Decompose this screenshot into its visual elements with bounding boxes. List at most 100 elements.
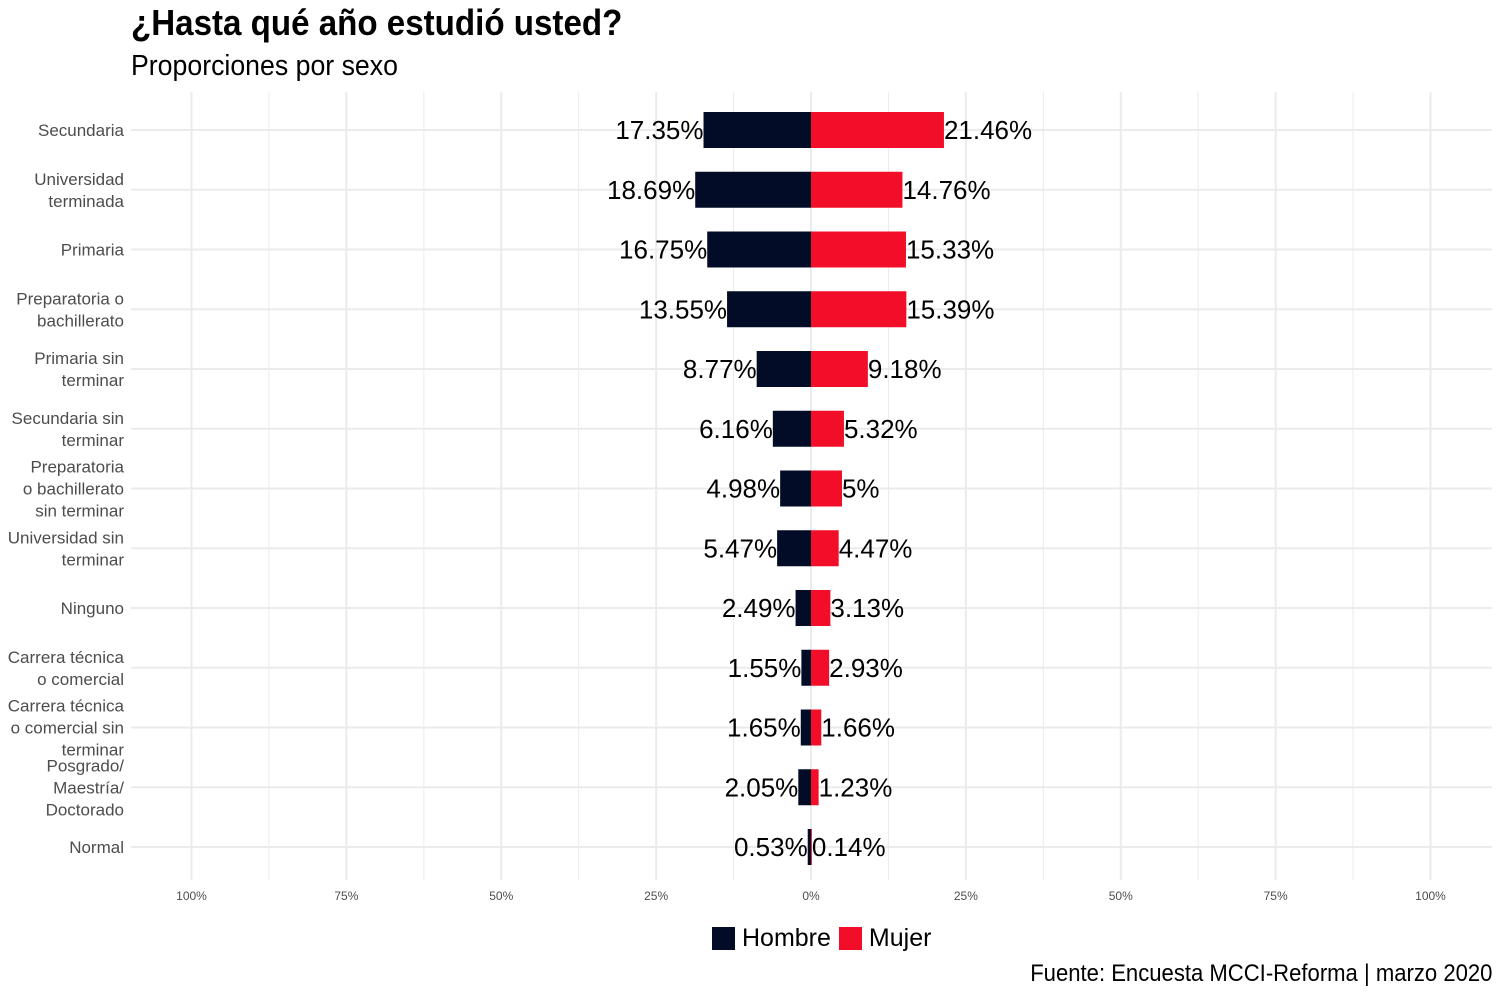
value-label-mujer: 3.13% (830, 593, 904, 623)
category-label-line: Posgrado/ (47, 756, 125, 775)
value-label-mujer: 5.32% (844, 414, 918, 444)
value-label-mujer: 0.14% (812, 832, 886, 862)
bar-hombre (800, 709, 811, 746)
value-label-mujer: 15.33% (906, 235, 994, 265)
value-label-mujer: 1.66% (821, 713, 895, 743)
category-label-line: Ninguno (61, 599, 124, 618)
bar-mujer (811, 709, 822, 746)
category-label-line: terminar (62, 371, 125, 390)
value-label-hombre: 4.98% (706, 474, 780, 504)
value-label-hombre: 6.16% (699, 414, 773, 444)
category-label-line: Preparatoria (30, 458, 124, 477)
value-label-mujer: 5% (842, 474, 880, 504)
value-label-hombre: 18.69% (607, 175, 695, 205)
value-label-hombre: 0.53% (734, 832, 808, 862)
category-label-line: Carrera técnica (8, 648, 125, 667)
bar-hombre (777, 530, 811, 567)
category-label-line: terminar (62, 431, 125, 450)
category-label: Posgrado/Maestría/Doctorado (46, 756, 125, 819)
category-label-line: o comercial sin (11, 719, 124, 738)
bar-hombre (695, 171, 811, 208)
value-label-hombre: 17.35% (615, 115, 703, 145)
chart-title: ¿Hasta qué año estudió usted? (131, 2, 623, 43)
legend-swatch-hombre (712, 927, 735, 950)
category-label-line: terminar (62, 741, 125, 760)
bar-hombre (703, 112, 811, 148)
x-tick-label: 25% (954, 889, 978, 903)
value-label-mujer: 14.76% (902, 175, 990, 205)
bar-mujer (811, 530, 839, 567)
x-tick-label: 0% (802, 889, 820, 903)
bar-hombre (707, 231, 811, 268)
category-label-line: Primaria (61, 241, 125, 260)
bar-mujer (811, 231, 906, 268)
bar-mujer (811, 291, 907, 328)
bar-hombre (801, 649, 811, 686)
bar-mujer (811, 649, 830, 686)
bar-hombre (727, 291, 811, 328)
category-label-line: terminar (62, 550, 125, 569)
x-tick-label: 25% (644, 889, 668, 903)
category-label: Preparatoria o bachillerato sin terminar (23, 458, 125, 521)
category-label-line: Universidad (34, 170, 124, 189)
category-label: Ninguno (61, 599, 124, 618)
category-label: Carrera técnica o comercial sin terminar (8, 697, 125, 760)
category-label-line: Primaria sin (34, 349, 124, 368)
bar-mujer (811, 351, 868, 387)
bar-mujer (811, 590, 831, 626)
legend-item-mujer: Mujer (838, 924, 932, 953)
x-tick-label: 100% (176, 889, 207, 903)
legend-label-mujer: Mujer (868, 924, 932, 952)
bar-hombre (795, 590, 811, 626)
value-label-hombre: 1.55% (728, 653, 802, 683)
value-labels: 17.35% 21.46% 18.69% 14.76% 16.75% 15.33% 13.5… (607, 115, 1032, 862)
category-label-line: Preparatoria o (16, 289, 124, 308)
category-label-line: sin terminar (35, 502, 124, 521)
value-label-hombre: 5.47% (703, 533, 777, 563)
category-label: Primaria sin terminar (34, 349, 124, 390)
value-label-mujer: 1.23% (819, 772, 893, 802)
bars (695, 112, 944, 865)
bar-mujer (811, 171, 903, 208)
bar-mujer (811, 470, 842, 507)
chart-caption: Fuente: Encuesta MCCI-Reforma | marzo 20… (1029, 960, 1492, 987)
category-label: Preparatoria o bachillerato (16, 289, 124, 330)
category-label: Secundaria sin terminar (12, 409, 125, 450)
bar-hombre (807, 829, 811, 865)
category-label-line: Secundaria (38, 121, 125, 140)
category-label-line: Maestría/ (53, 778, 124, 797)
bar-mujer (811, 410, 844, 447)
value-label-hombre: 8.77% (683, 354, 757, 384)
category-label: Primaria (61, 241, 125, 260)
bar-mujer (811, 829, 812, 865)
legend-item-hombre: Hombre (712, 924, 831, 953)
legend-label-hombre: Hombre (742, 924, 831, 952)
legend-swatch-mujer (838, 927, 862, 950)
x-tick-label: 50% (1109, 889, 1133, 903)
value-label-mujer: 9.18% (868, 354, 942, 384)
x-tick-label: 50% (489, 889, 513, 903)
legend: Hombre Mujer (712, 924, 939, 953)
category-label: Secundaria (38, 121, 125, 140)
bar-hombre (780, 470, 811, 507)
value-label-mujer: 2.93% (829, 653, 903, 683)
bar-mujer (811, 112, 944, 148)
category-label-line: Carrera técnica (8, 697, 125, 716)
chart-subtitle: Proporciones por sexo (131, 50, 398, 82)
bar-hombre (798, 769, 811, 806)
x-tick-label: 75% (1264, 889, 1288, 903)
category-label-line: Doctorado (46, 800, 124, 819)
value-label-hombre: 1.65% (727, 713, 801, 743)
value-label-hombre: 2.49% (722, 593, 796, 623)
category-labels: Secundaria Universidad terminada Primaria Pr… (8, 121, 125, 857)
category-label: Normal (69, 838, 124, 857)
category-label-line: o bachillerato (23, 480, 124, 499)
category-label: Universidad terminada (34, 170, 124, 211)
category-label: Universidad sin terminar (8, 528, 125, 569)
category-label: Carrera técnica o comercial (8, 648, 125, 689)
category-label-line: Secundaria sin (12, 409, 124, 428)
x-tick-label: 75% (334, 889, 358, 903)
category-label-line: Normal (69, 838, 124, 857)
value-label-mujer: 4.47% (839, 533, 913, 563)
category-label-line: terminada (48, 192, 124, 211)
